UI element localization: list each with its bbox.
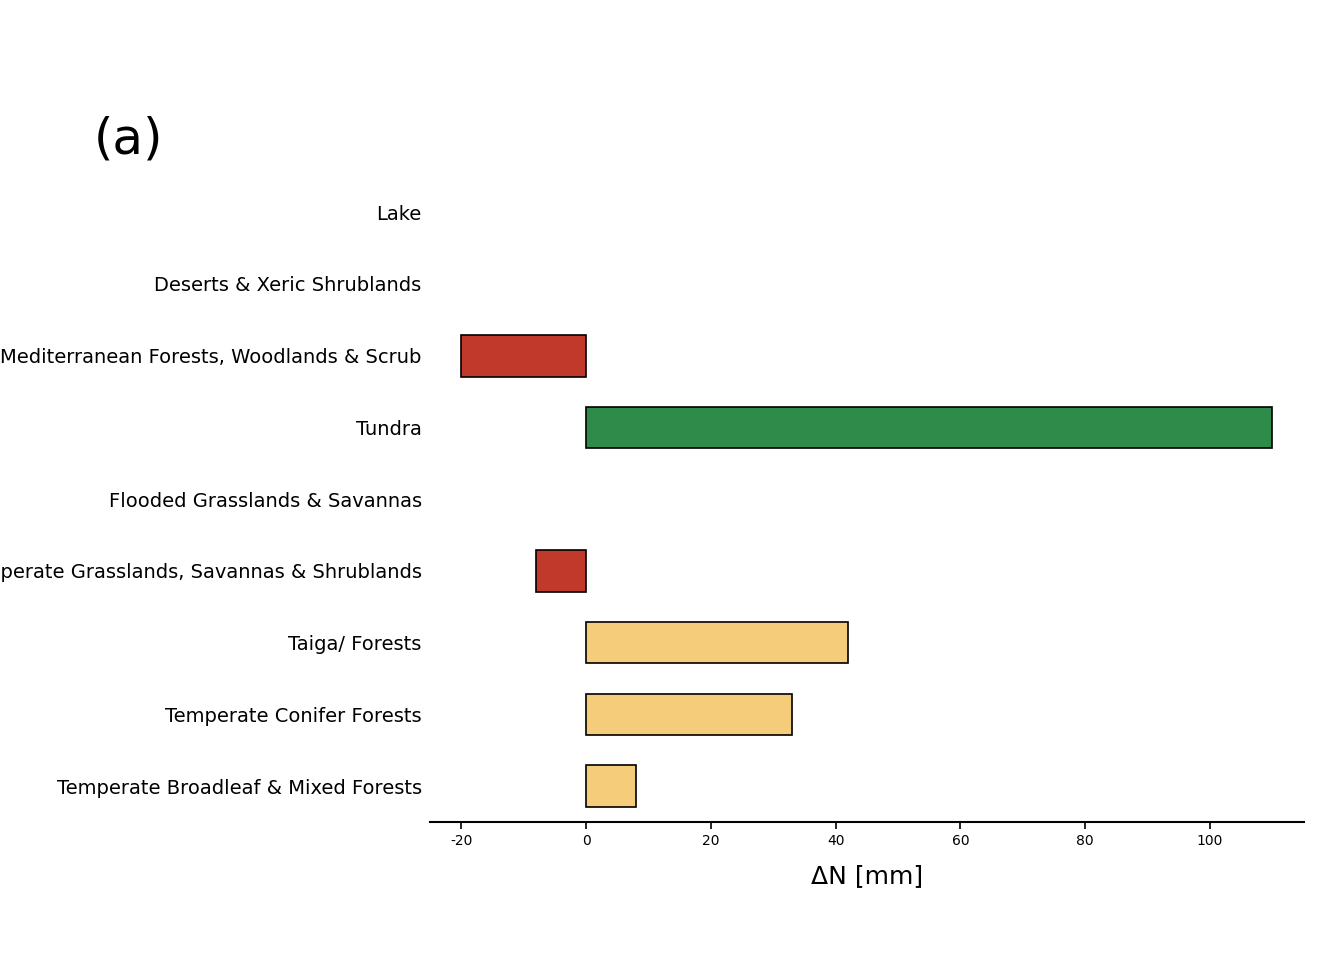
Bar [586,765,636,807]
Text: (a): (a) [94,115,164,163]
Bar [586,407,1273,448]
X-axis label: ΔN [mm]: ΔN [mm] [810,865,923,889]
Bar [461,335,586,376]
Bar [586,694,792,735]
Bar [536,550,586,591]
Bar [586,622,848,663]
